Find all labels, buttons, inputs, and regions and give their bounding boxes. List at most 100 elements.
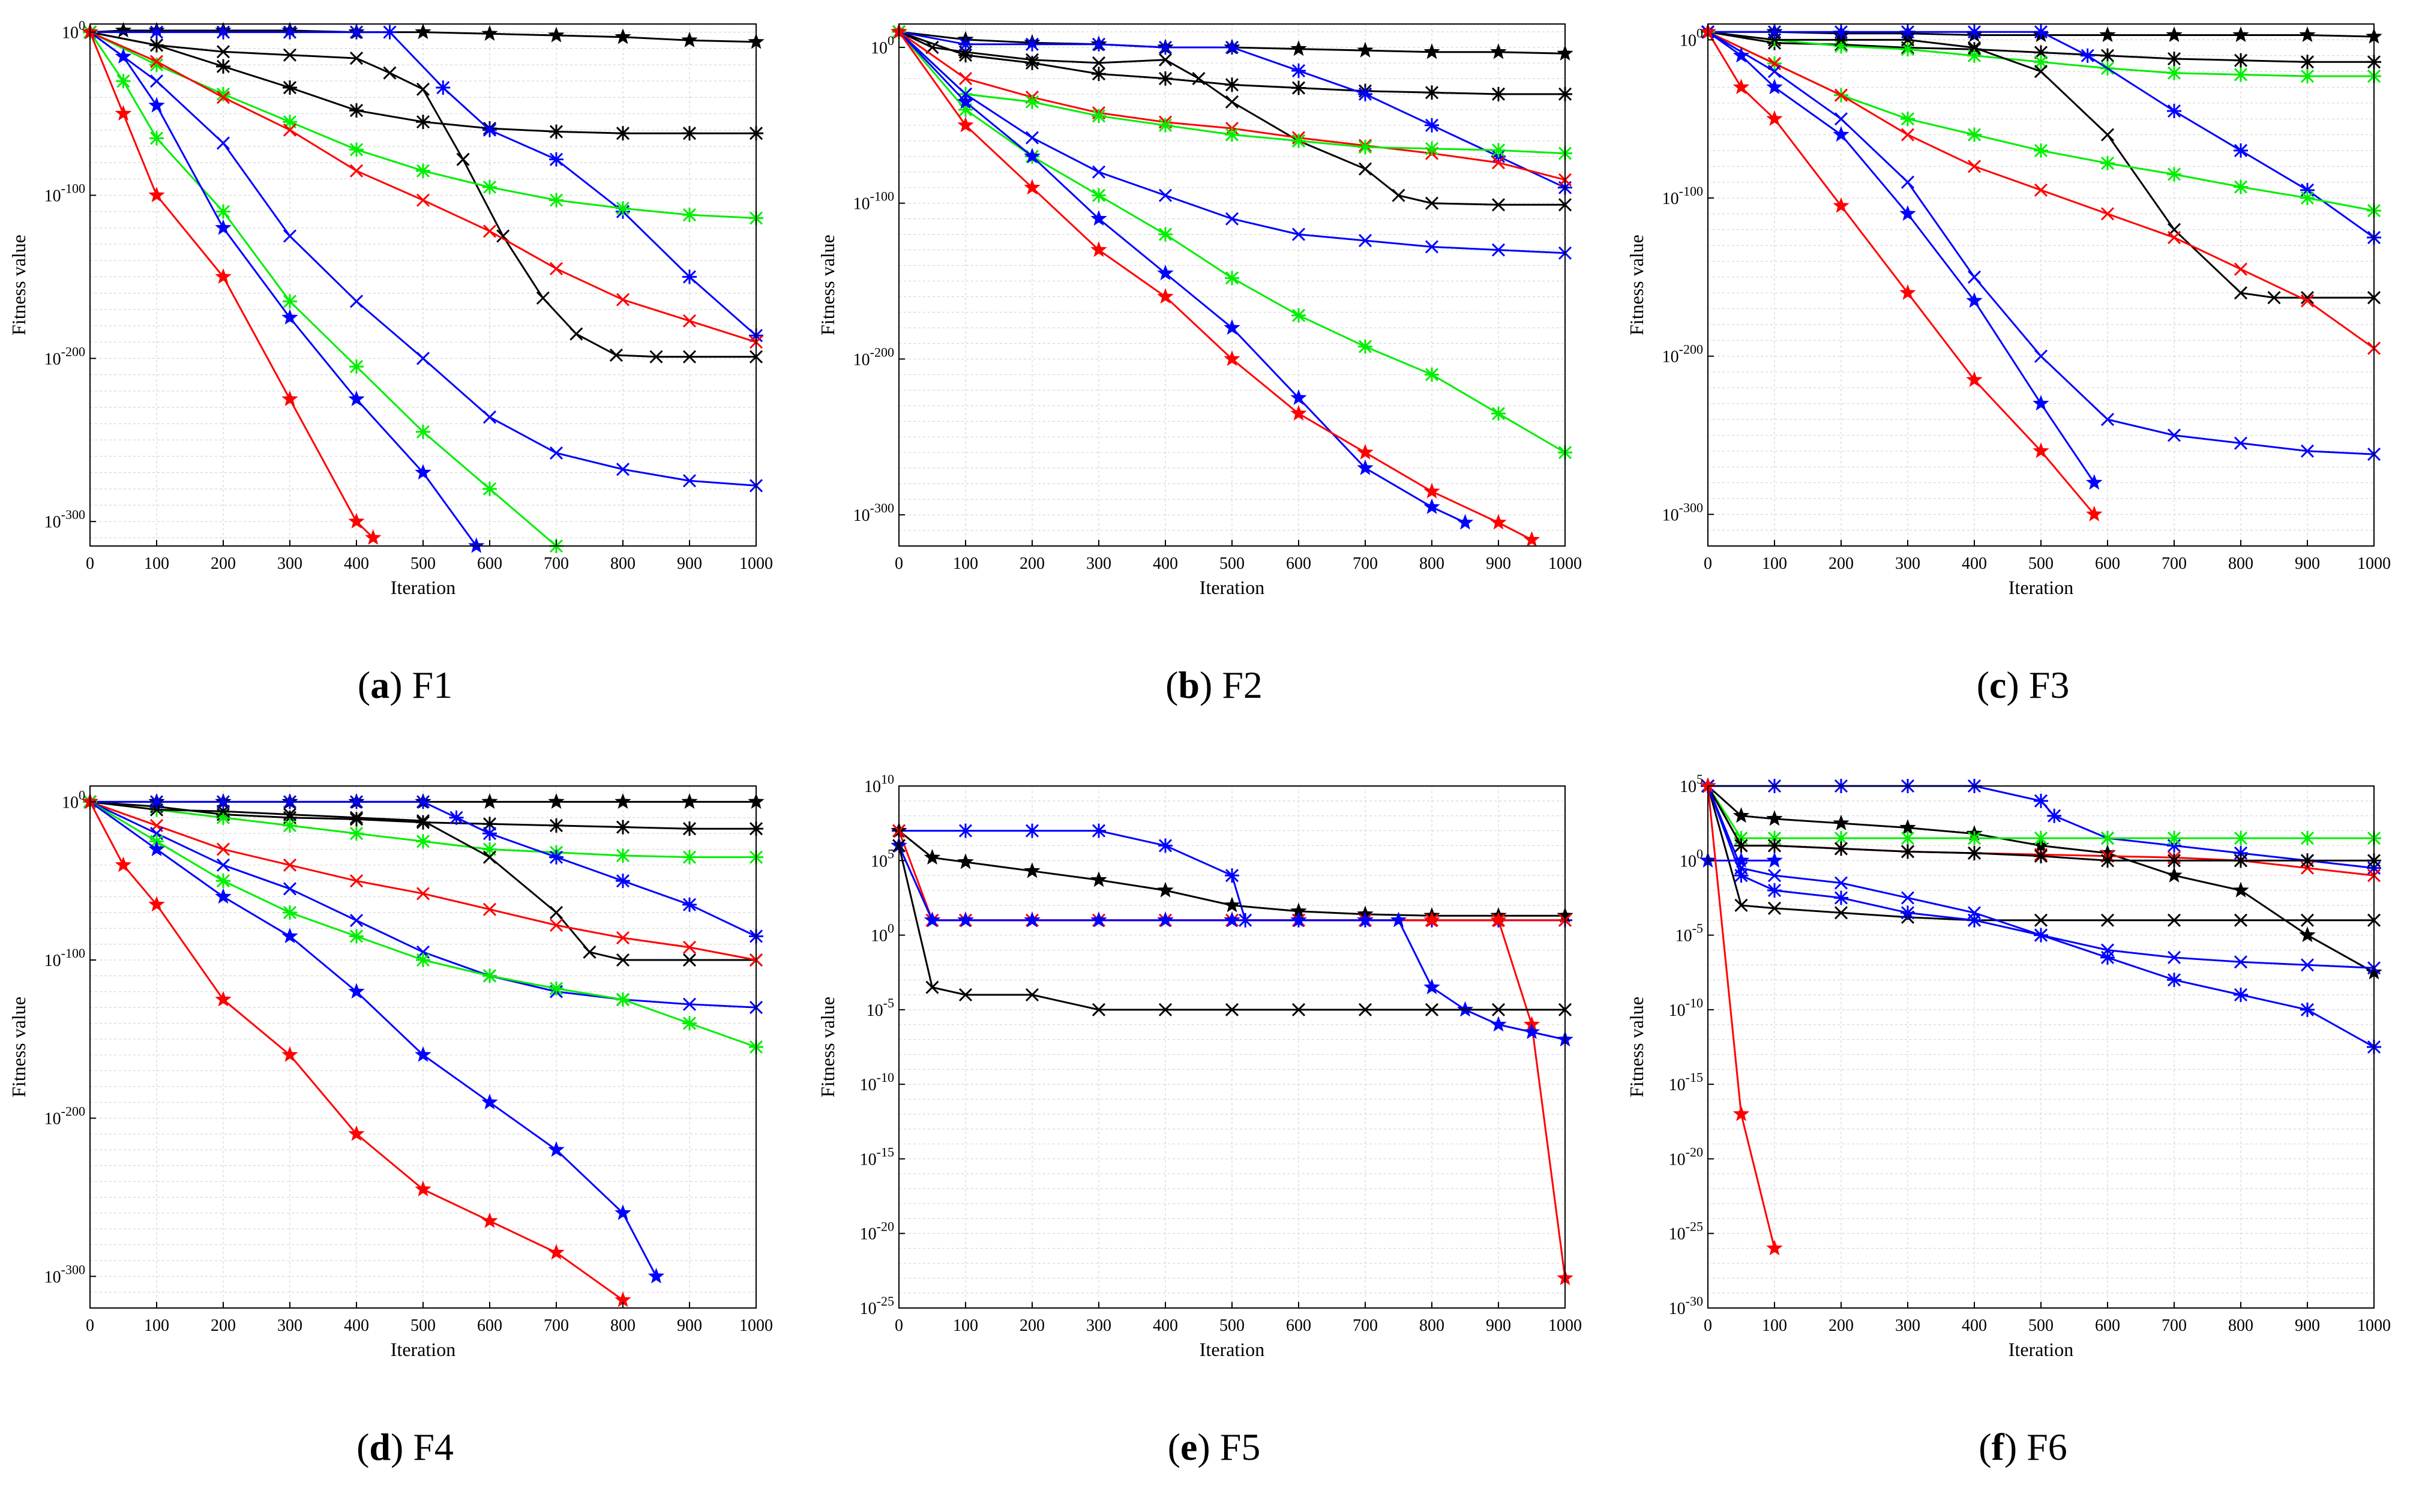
data-point	[1092, 56, 1106, 70]
data-point	[1834, 906, 1848, 920]
data-point	[482, 817, 497, 832]
y-tick-label: 10-15	[1669, 1070, 1703, 1094]
data-point	[2167, 428, 2181, 442]
data-point	[1734, 831, 1749, 845]
x-tick-label: 1000	[2357, 554, 2391, 573]
data-point	[1225, 212, 1239, 226]
data-point	[216, 91, 230, 104]
data-point	[2234, 436, 2248, 450]
data-point	[1967, 41, 1982, 55]
data-point	[2167, 838, 2181, 853]
x-tick-label: 700	[1353, 554, 1378, 573]
data-point	[924, 848, 941, 865]
data-point	[2300, 291, 2315, 305]
data-point	[1357, 41, 1374, 58]
x-tick-label: 100	[144, 554, 169, 573]
data-point	[1833, 126, 1850, 142]
data-point	[1158, 227, 1173, 242]
data-point	[1158, 1003, 1173, 1016]
x-tick-label: 200	[1829, 1316, 1854, 1335]
x-tick-label: 900	[677, 554, 702, 573]
caption-letter: (f)	[1979, 1426, 2018, 1468]
data-point	[1767, 65, 1782, 79]
data-point	[549, 193, 563, 208]
data-point	[481, 793, 498, 809]
y-tick-label: 10-25	[860, 1294, 894, 1318]
y-tick-label: 10-5	[1675, 921, 1703, 946]
data-point	[456, 152, 470, 166]
data-point	[2167, 230, 2181, 244]
y-tick-label: 100	[871, 921, 894, 946]
series-line	[89, 801, 657, 1277]
data-point	[149, 38, 164, 52]
data-point	[958, 988, 973, 1002]
data-point	[682, 850, 697, 865]
panel-caption: (f) F6	[1618, 1425, 2428, 1469]
data-point	[1967, 25, 1982, 40]
data-point	[1358, 1003, 1372, 1016]
data-point	[1834, 112, 1848, 126]
data-point	[1767, 838, 1782, 853]
caption-function: F5	[1210, 1426, 1261, 1468]
x-tick-label: 300	[1086, 1316, 1111, 1335]
x-tick-label: 0	[895, 1316, 903, 1335]
data-point	[2033, 395, 2049, 411]
x-tick-label: 800	[2228, 1316, 2253, 1335]
data-point	[2100, 831, 2115, 845]
x-axis-title: Iteration	[2009, 1339, 2073, 1360]
y-tick-label: 10-100	[853, 189, 894, 214]
data-point	[1425, 240, 1439, 254]
data-point	[1766, 79, 1783, 95]
x-tick-label: 1000	[1548, 1316, 1582, 1335]
data-point	[349, 164, 364, 178]
data-point	[348, 983, 365, 999]
data-point	[548, 1141, 565, 1157]
data-point	[1225, 95, 1239, 109]
data-point	[2034, 831, 2048, 845]
data-point	[682, 897, 697, 912]
data-point	[283, 294, 297, 309]
data-point	[468, 537, 485, 553]
data-point	[2234, 845, 2248, 860]
chart-panel-f: 0 100 200 300 400 500 600 700 800 900 1000 105 100 10…	[1618, 762, 2428, 1512]
data-point	[349, 52, 364, 65]
data-point	[482, 902, 497, 916]
data-point	[1024, 911, 1041, 928]
data-point	[1491, 243, 1506, 257]
data-point	[616, 126, 630, 141]
data-point	[283, 818, 297, 833]
data-point	[1090, 241, 1107, 257]
data-point	[2300, 444, 2315, 458]
data-point	[2300, 958, 2315, 972]
data-point	[1834, 831, 1848, 845]
data-point	[1092, 823, 1106, 838]
data-point	[1834, 38, 1848, 53]
x-tick-label: 200	[1020, 1316, 1045, 1335]
data-point	[2034, 793, 2048, 808]
data-point	[1158, 188, 1173, 202]
data-point	[216, 858, 230, 872]
data-point	[481, 25, 498, 41]
data-point	[1425, 1003, 1439, 1016]
data-point	[415, 23, 431, 40]
data-point	[1834, 890, 1848, 905]
data-point	[682, 474, 697, 488]
data-point	[1392, 188, 1405, 202]
x-tick-label: 400	[1153, 1316, 1178, 1335]
data-point	[449, 810, 464, 825]
data-point	[549, 262, 563, 275]
data-point	[1834, 25, 1848, 40]
data-point	[215, 888, 232, 904]
y-tick-label: 10-100	[1662, 184, 1703, 208]
data-point	[149, 794, 164, 809]
panel-caption: (d) F4	[0, 1425, 810, 1469]
x-axis-title: Iteration	[391, 577, 455, 598]
series-line	[1707, 785, 2375, 1048]
data-point	[616, 293, 630, 307]
x-tick-label: 1000	[739, 554, 773, 573]
x-tick-label: 600	[1286, 554, 1311, 573]
chart-svg-a: 0 100 200 300 400 500 600 700 800 900 1000 100 10-10…	[8, 18, 773, 598]
x-tick-label: 700	[2162, 1316, 2187, 1335]
caption-function: F3	[2019, 664, 2070, 706]
x-tick-label: 600	[477, 554, 502, 573]
